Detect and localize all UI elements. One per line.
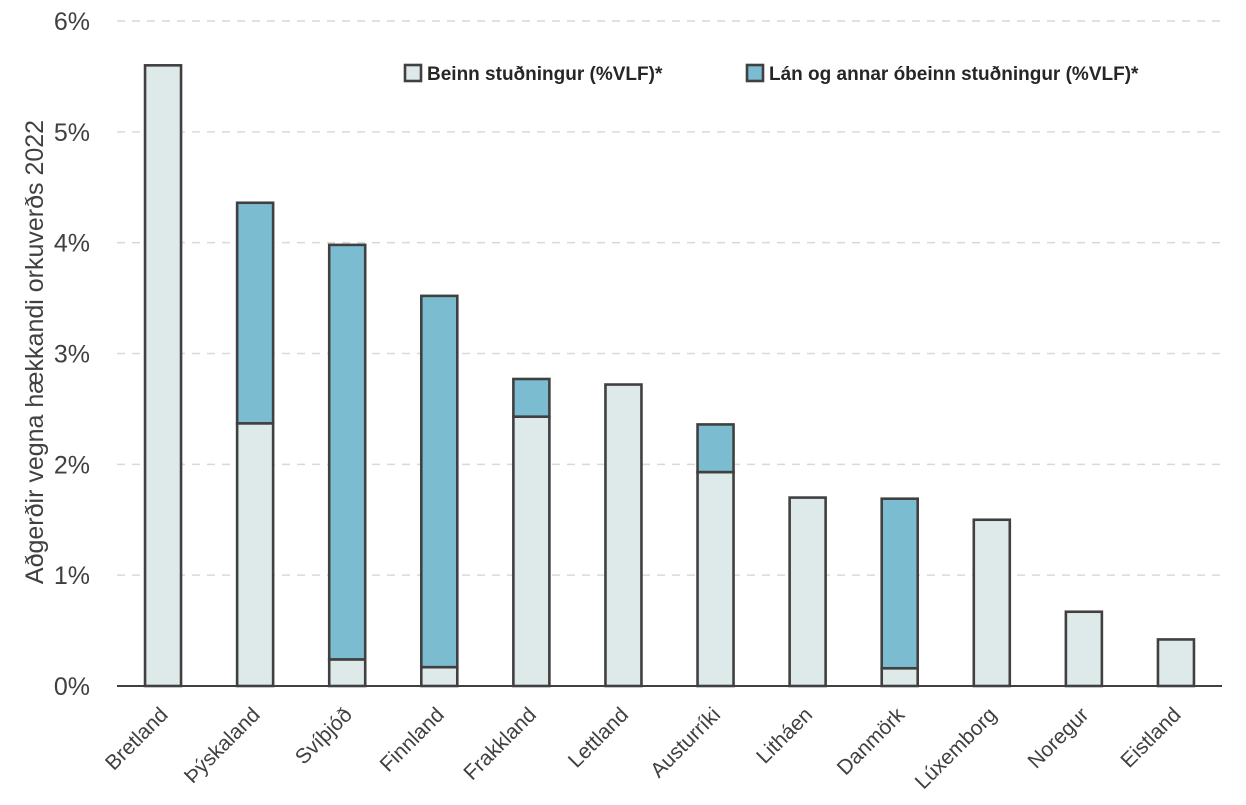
x-tick-label: Finnland xyxy=(376,703,449,776)
bar-direct-7 xyxy=(788,496,827,688)
bar-direct-10 xyxy=(1064,610,1104,688)
bar-direct-1 xyxy=(235,422,275,688)
bar-indirect-3 xyxy=(419,294,459,669)
bar-indirect-6 xyxy=(696,423,735,474)
bar-indirect-8 xyxy=(880,497,920,670)
y-tick-label: 4% xyxy=(54,230,90,258)
legend-swatch-loans-indirect-support xyxy=(745,63,765,83)
y-tick-label: 6% xyxy=(54,8,90,36)
bar-direct-3 xyxy=(419,665,459,688)
x-tick-label: Frakkland xyxy=(459,703,540,784)
x-tick-label: Lúxemborg xyxy=(911,703,1002,794)
bar-indirect-1 xyxy=(235,201,275,425)
legend-label-loans-indirect-support: Lán og annar óbeinn stuðningur (%VLF)* xyxy=(769,64,1139,85)
y-tick-label: 5% xyxy=(54,119,90,147)
bar-direct-0 xyxy=(143,64,183,688)
x-tick-label: Litháen xyxy=(752,703,817,768)
bar-indirect-4 xyxy=(512,377,551,418)
y-tick-label: 0% xyxy=(54,673,90,701)
y-axis-title: Aðgerðir vegna hækkandi orkuverðs 2022 xyxy=(21,120,49,584)
bar-direct-6 xyxy=(696,470,735,688)
bar-direct-9 xyxy=(972,518,1012,688)
bar-direct-8 xyxy=(880,666,920,688)
bars xyxy=(143,64,1196,688)
legend-swatch-direct-support xyxy=(403,63,423,83)
x-tick-label: Svíþjóð xyxy=(291,703,357,769)
x-tick-label: Eistland xyxy=(1116,703,1185,772)
x-tick-label: Austurríki xyxy=(646,703,725,782)
y-tick-label: 1% xyxy=(54,562,90,590)
legend: Beinn stuðningur (%VLF)* Lán og annar ób… xyxy=(403,63,1139,85)
bar-indirect-2 xyxy=(327,243,367,661)
x-tick-label: Danmörk xyxy=(833,703,910,780)
x-tick-label: Bretland xyxy=(101,703,173,775)
x-tick-label: Noregur xyxy=(1023,703,1093,773)
grid-lines xyxy=(117,20,1222,576)
y-tick-label: 2% xyxy=(54,451,90,479)
bar-direct-2 xyxy=(327,658,367,688)
legend-label-direct-support: Beinn stuðningur (%VLF)* xyxy=(427,64,663,85)
bar-direct-5 xyxy=(604,383,643,688)
bar-direct-4 xyxy=(512,415,551,688)
bar-direct-11 xyxy=(1156,638,1196,688)
x-tick-label: Lettland xyxy=(564,703,633,772)
y-tick-label: 3% xyxy=(54,341,90,369)
x-tick-label: Þýskaland xyxy=(180,703,265,788)
